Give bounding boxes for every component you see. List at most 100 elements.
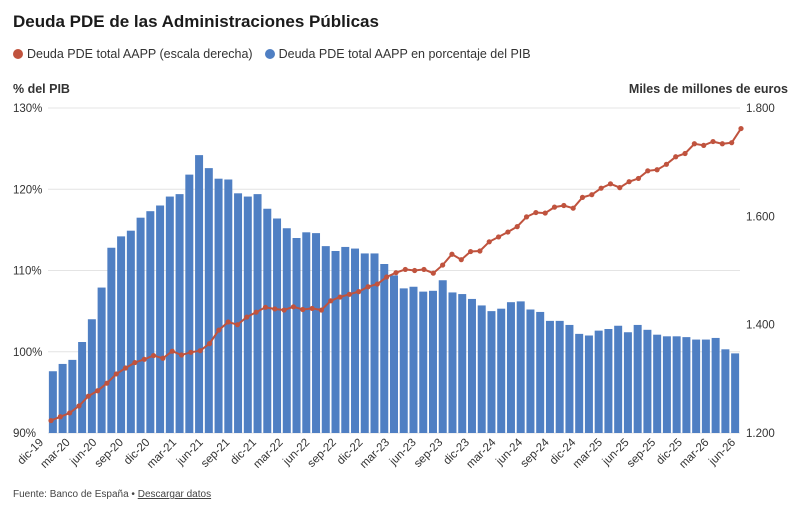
bar [604,329,613,433]
bar [146,211,155,433]
line-point [673,154,679,160]
line-point [122,365,129,371]
line-point [337,294,343,300]
line-point [225,319,231,325]
line-point [67,410,73,416]
line-point [328,298,334,304]
bar [292,238,301,433]
bar [614,325,623,433]
line-point [607,181,614,187]
line-point [710,138,716,145]
line-point [654,167,660,173]
line-point [113,371,119,377]
bar [682,337,691,433]
bar [633,324,642,433]
legend-label-total: Deuda PDE total AAPP (escala derecha) [27,47,253,61]
bar [711,337,720,433]
line-point [589,192,595,198]
bar [321,246,330,433]
line-point [402,266,408,273]
line-point [579,194,586,200]
bar [390,275,398,433]
line-point [514,224,520,230]
x-tick-label: sep-23 [412,437,445,470]
line-point [542,210,548,216]
bar [692,339,701,433]
line-point [701,142,707,148]
line-point [95,388,101,394]
line-point [48,417,54,424]
x-tick-label: jun-26 [706,437,738,469]
bar [175,194,184,433]
line-point [374,281,380,287]
line-point [645,168,651,174]
bar [575,333,584,433]
line-point [486,239,492,245]
download-data-link[interactable]: Descargar datos [137,489,212,500]
bar [273,218,282,433]
line-point [160,355,166,361]
bar [360,253,369,433]
bar [204,168,213,433]
bar [312,233,321,433]
bar [555,320,564,433]
right-axis-title: Miles de millones de euros [628,82,788,96]
bar [584,335,593,433]
bar [643,329,652,433]
line-point [384,274,390,280]
line-point [682,150,688,157]
legend-label-pct: Deuda PDE total AAPP en porcentaje del P… [278,47,531,61]
line-point [85,393,91,399]
line-point [169,348,175,354]
bar [516,301,525,433]
line-point [393,270,399,276]
x-tick-label: sep-21 [199,437,232,470]
line-point [598,185,604,191]
line-point [300,306,306,313]
bar [58,363,67,433]
left-axis-title: % del PIB [13,82,70,96]
bar [594,330,603,433]
bar [48,371,57,433]
line-point [132,359,138,366]
line-point [505,229,511,235]
bar [536,311,545,433]
line-point [570,205,576,211]
line-point [626,179,632,185]
right-tick-label: 1.200 [746,428,775,440]
legend: Deuda PDE total AAPP (escala derecha) De… [13,47,531,61]
bar [487,311,496,433]
bar [97,287,106,433]
line-point [635,175,642,182]
bar [165,196,174,433]
line-point [449,251,455,257]
left-tick-label: 110% [13,266,42,278]
line-point [150,352,157,359]
x-tick-label: mar-25 [571,437,605,471]
x-tick-label: mar-26 [677,437,711,471]
line-point [76,403,82,409]
bar [341,246,350,433]
legend-item-pct[interactable]: Deuda PDE total AAPP en porcentaje del P… [264,47,531,61]
right-tick-label: 1.400 [746,320,775,332]
bar [107,247,116,433]
right-tick-label: 1.600 [746,211,775,223]
line-point [104,380,110,386]
bar [623,332,632,433]
line-point [421,266,427,273]
bar [428,290,437,433]
bar [126,230,135,433]
bar [68,359,77,433]
bar [721,349,730,433]
line-point [281,307,287,313]
line-point [206,341,213,347]
bar [136,217,145,433]
legend-item-total[interactable]: Deuda PDE total AAPP (escala derecha) [13,47,253,61]
x-tick-label: mar-23 [358,437,392,471]
line-point [234,322,241,328]
line-point [477,248,483,254]
line-point [430,270,436,276]
bar [370,253,379,433]
bar [234,193,243,433]
